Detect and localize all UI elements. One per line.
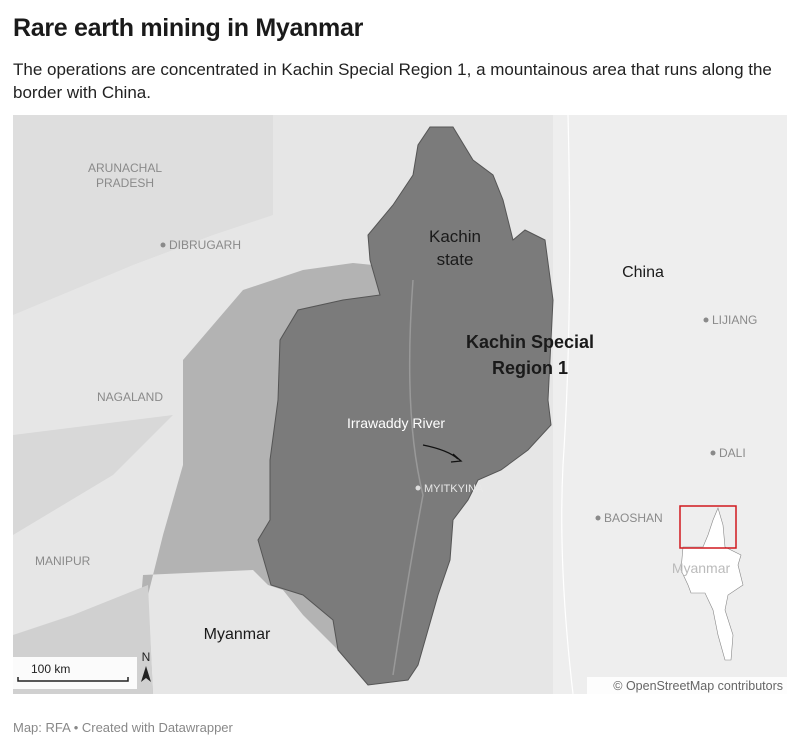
kachin-special-region-1[interactable] bbox=[257, 126, 554, 686]
scale-label: 100 km bbox=[31, 662, 70, 676]
label-nagaland: NAGALAND bbox=[97, 390, 163, 404]
north-label: N bbox=[142, 650, 151, 664]
label-china: China bbox=[622, 264, 664, 281]
attribution-link[interactable]: © OpenStreetMap contributors bbox=[613, 679, 783, 693]
china-area bbox=[553, 115, 787, 694]
label-lijiang: LIJIANG bbox=[712, 313, 757, 327]
terrain bbox=[13, 115, 273, 315]
label-arunachal: ARUNACHAL bbox=[88, 161, 162, 175]
city-dot bbox=[160, 242, 166, 248]
label-kachin-state-2: state bbox=[437, 250, 474, 269]
map[interactable]: ARUNACHAL PRADESH DIBRUGARH NAGALAND MAN… bbox=[13, 115, 787, 694]
attribution-box bbox=[587, 677, 787, 694]
terrain bbox=[13, 415, 173, 535]
scale-box bbox=[13, 657, 137, 689]
scale-bar bbox=[17, 677, 129, 682]
label-myitkyina: MYITKYINA bbox=[424, 483, 484, 495]
footer: Map: RFA • Created with Datawrapper bbox=[13, 720, 233, 735]
subtitle: The operations are concentrated in Kachi… bbox=[13, 60, 772, 102]
arrow-head-icon bbox=[450, 453, 463, 463]
label-inset-myanmar: Myanmar bbox=[672, 560, 731, 576]
irrawaddy-river bbox=[392, 279, 424, 676]
inset-myanmar-shape bbox=[680, 507, 744, 661]
label-myanmar: Myanmar bbox=[204, 626, 271, 643]
inset-box bbox=[679, 505, 737, 549]
label-special-region: Kachin Special bbox=[466, 332, 594, 352]
label-special-region-2: Region 1 bbox=[492, 358, 568, 378]
city-dot bbox=[595, 515, 601, 521]
label-irrawaddy: Irrawaddy River bbox=[347, 415, 445, 431]
page-title: Rare earth mining in Myanmar bbox=[13, 14, 364, 42]
border-line bbox=[561, 115, 574, 694]
north-arrow-icon bbox=[141, 666, 151, 682]
label-pradesh: PRADESH bbox=[96, 176, 154, 190]
city-dot bbox=[710, 450, 716, 456]
label-dibrugarh: DIBRUGARH bbox=[169, 238, 241, 252]
label-baoshan: BAOSHAN bbox=[604, 511, 663, 525]
label-kachin-state: Kachin bbox=[429, 227, 481, 246]
city-dot bbox=[703, 317, 709, 323]
city-dot bbox=[415, 485, 421, 491]
label-manipur: MANIPUR bbox=[35, 554, 91, 568]
label-dali: DALI bbox=[719, 446, 746, 460]
